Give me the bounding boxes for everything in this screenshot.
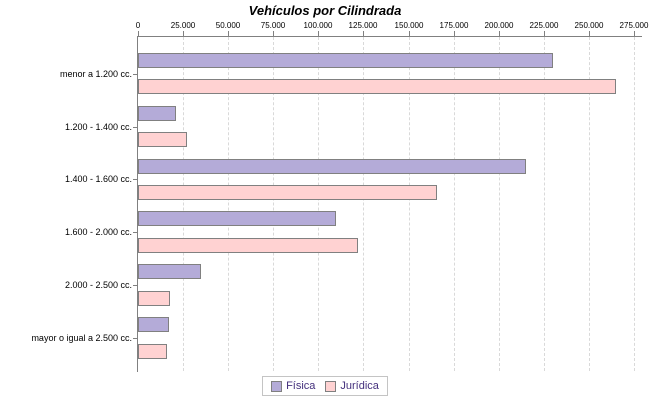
x-tick-mark [318,31,319,36]
bar-juridica-4 [138,291,170,306]
x-tick-mark [363,31,364,36]
bar-juridica-2 [138,185,437,200]
x-tick-label: 250.000 [574,21,604,30]
x-tick-label: 50.000 [215,21,241,30]
category-label: 1.200 - 1.400 cc. [64,122,132,132]
x-tick-label: 175.000 [439,21,469,30]
x-tick-label: 0 [135,21,141,30]
gridline [544,37,545,371]
category-label: menor a 1.200 cc. [59,69,132,79]
chart-title: Vehículos por Cilindrada [248,3,402,18]
legend-swatch-fisica [271,380,283,392]
x-tick-mark [228,31,229,36]
x-tick-mark [454,31,455,36]
legend-item-fisica: Física [271,380,315,392]
gridline [228,37,229,371]
x-tick-label: 75.000 [260,21,286,30]
bar-fisica-1 [138,106,176,121]
x-tick-label: 200.000 [484,21,514,30]
x-tick-mark [138,31,139,36]
bar-juridica-1 [138,132,187,147]
category-label: mayor o igual a 2.500 cc. [31,333,132,343]
gridline [589,37,590,371]
gridline [499,37,500,371]
category-label: 2.000 - 2.500 cc. [64,280,132,290]
bar-juridica-3 [138,238,358,253]
bar-fisica-0 [138,53,553,68]
gridline [634,37,635,371]
bar-juridica-0 [138,79,616,94]
legend: Física Jurídica [0,376,650,396]
x-tick-label: 225.000 [529,21,559,30]
bar-juridica-5 [138,344,167,359]
x-tick-mark [634,31,635,36]
legend-box: Física Jurídica [262,376,388,396]
y-axis-line [137,36,138,372]
x-tick-label: 150.000 [394,21,424,30]
bar-fisica-2 [138,159,526,174]
bar-fisica-3 [138,211,336,226]
x-axis-line [137,36,642,37]
bar-fisica-4 [138,264,201,279]
category-label: 1.400 - 1.600 cc. [64,174,132,184]
y-tick-mark [133,127,137,128]
legend-item-juridica: Jurídica [325,380,379,392]
legend-swatch-juridica [325,380,337,392]
gridline [183,37,184,371]
y-tick-mark [133,285,137,286]
bar-fisica-5 [138,317,169,332]
y-tick-mark [133,338,137,339]
x-tick-label: 100.000 [303,21,333,30]
x-tick-mark [409,31,410,36]
x-tick-mark [273,31,274,36]
gridline [409,37,410,371]
x-tick-mark [544,31,545,36]
x-tick-label: 25.000 [170,21,196,30]
gridline [318,37,319,371]
gridline [454,37,455,371]
x-tick-mark [183,31,184,36]
gridline [363,37,364,371]
x-tick-label: 275.000 [619,21,649,30]
x-tick-mark [589,31,590,36]
x-tick-label: 125.000 [348,21,378,30]
y-tick-mark [133,232,137,233]
legend-label-juridica: Jurídica [340,380,379,392]
y-tick-mark [133,179,137,180]
x-tick-mark [499,31,500,36]
gridline [273,37,274,371]
legend-label-fisica: Física [286,380,316,392]
category-label: 1.600 - 2.000 cc. [64,227,132,237]
y-tick-mark [133,74,137,75]
